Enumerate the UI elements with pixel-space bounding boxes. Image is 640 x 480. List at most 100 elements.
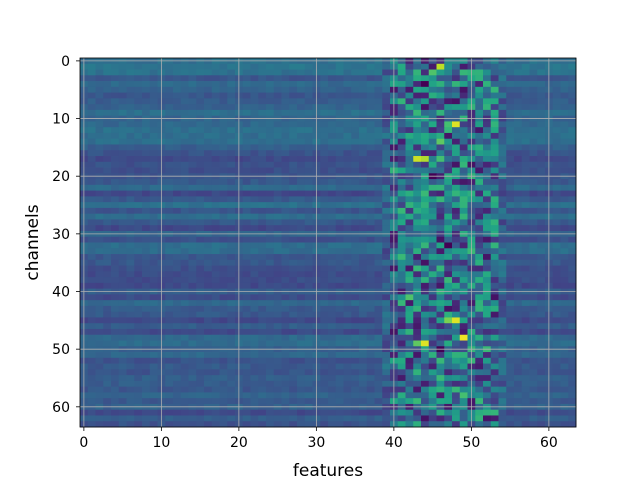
heatmap-cell <box>87 242 96 249</box>
heatmap-cell <box>273 277 282 284</box>
heatmap-cell <box>568 300 577 307</box>
heatmap-cell <box>219 334 228 341</box>
heatmap-cell <box>490 271 499 278</box>
heatmap-cell <box>273 225 282 232</box>
heatmap-cell <box>297 213 306 220</box>
heatmap-cell <box>521 156 530 163</box>
heatmap-cell <box>134 196 143 203</box>
heatmap-cell <box>483 369 492 376</box>
heatmap-cell <box>359 69 368 76</box>
heatmap-cell <box>180 415 189 422</box>
heatmap-cell <box>242 375 251 382</box>
heatmap-cell <box>475 127 484 134</box>
heatmap-cell <box>421 75 430 82</box>
heatmap-cell <box>126 127 135 134</box>
heatmap-cell <box>568 127 577 134</box>
heatmap-cell <box>405 248 414 255</box>
heatmap-cell <box>359 75 368 82</box>
heatmap-cell <box>258 311 267 318</box>
heatmap-cell <box>142 98 151 105</box>
heatmap-cell <box>87 282 96 290</box>
heatmap-cell <box>421 127 430 134</box>
heatmap-cell <box>428 219 437 226</box>
heatmap-cell <box>219 161 228 168</box>
heatmap-cell <box>436 271 445 278</box>
heatmap-cell <box>428 179 437 186</box>
heatmap-cell <box>521 219 530 226</box>
heatmap-cell <box>498 265 507 272</box>
heatmap-cell <box>359 317 368 324</box>
heatmap-cell <box>242 340 251 347</box>
heatmap-cell <box>118 184 127 192</box>
heatmap-cell <box>475 219 484 226</box>
heatmap-cell <box>405 317 414 324</box>
heatmap-cell <box>289 225 298 232</box>
heatmap-cell <box>405 156 414 163</box>
heatmap-cell <box>196 317 205 324</box>
heatmap-cell <box>304 334 313 341</box>
heatmap-cell <box>475 357 484 364</box>
heatmap-cell <box>444 213 453 220</box>
heatmap-cell <box>343 294 352 301</box>
heatmap-cell <box>250 161 259 168</box>
heatmap-cell <box>413 398 422 405</box>
heatmap-cell <box>250 409 259 416</box>
heatmap-cell <box>537 207 546 215</box>
heatmap-cell <box>475 190 484 197</box>
heatmap-cell <box>320 323 329 330</box>
x-tick-label: 20 <box>230 435 248 451</box>
heatmap-cell <box>87 138 96 145</box>
heatmap-cell <box>529 92 538 99</box>
heatmap-cell <box>444 92 453 99</box>
heatmap-cell <box>258 357 267 364</box>
heatmap-cell <box>421 317 430 324</box>
heatmap-cell <box>335 305 344 313</box>
heatmap-cell <box>188 409 197 416</box>
heatmap-cell <box>343 213 352 220</box>
heatmap-cell <box>87 63 96 70</box>
heatmap-cell <box>258 69 267 76</box>
heatmap-cell <box>173 398 182 405</box>
heatmap-cell <box>521 380 530 388</box>
heatmap-cell <box>304 352 313 359</box>
heatmap-cell <box>134 179 143 186</box>
heatmap-cell <box>211 161 220 168</box>
heatmap-cell <box>343 352 352 359</box>
heatmap-cell <box>281 219 290 226</box>
heatmap-cell <box>397 248 406 255</box>
heatmap-cell <box>343 207 352 215</box>
heatmap-cell <box>498 305 507 313</box>
heatmap-cell <box>436 132 445 140</box>
heatmap-cell <box>250 156 259 163</box>
heatmap-cell <box>359 156 368 163</box>
heatmap-cell <box>281 363 290 370</box>
heatmap-cell <box>134 271 143 278</box>
heatmap-cell <box>359 242 368 249</box>
heatmap-cell <box>490 161 499 168</box>
heatmap-cell <box>421 144 430 151</box>
heatmap-cell <box>459 86 468 93</box>
heatmap-cell <box>258 236 267 243</box>
heatmap-cell <box>351 300 360 307</box>
heatmap-cell <box>149 138 158 145</box>
heatmap-cell <box>529 109 538 117</box>
heatmap-cell <box>521 265 530 272</box>
heatmap-cell <box>227 75 236 82</box>
heatmap-cell <box>173 317 182 324</box>
heatmap-cell <box>351 415 360 422</box>
heatmap-cell <box>297 86 306 93</box>
heatmap-cell <box>537 265 546 272</box>
heatmap-cell <box>304 202 313 209</box>
heatmap-cell <box>552 375 561 382</box>
heatmap-cell <box>227 179 236 186</box>
heatmap-cell <box>142 409 151 416</box>
heatmap-cell <box>537 409 546 416</box>
heatmap-cell <box>165 69 174 76</box>
heatmap-cell <box>266 219 275 226</box>
heatmap-cell <box>126 207 135 215</box>
heatmap-cell <box>103 328 112 336</box>
heatmap-cell <box>436 398 445 405</box>
heatmap-cell <box>273 144 282 151</box>
heatmap-cell <box>490 334 499 341</box>
heatmap-cell <box>413 156 422 163</box>
